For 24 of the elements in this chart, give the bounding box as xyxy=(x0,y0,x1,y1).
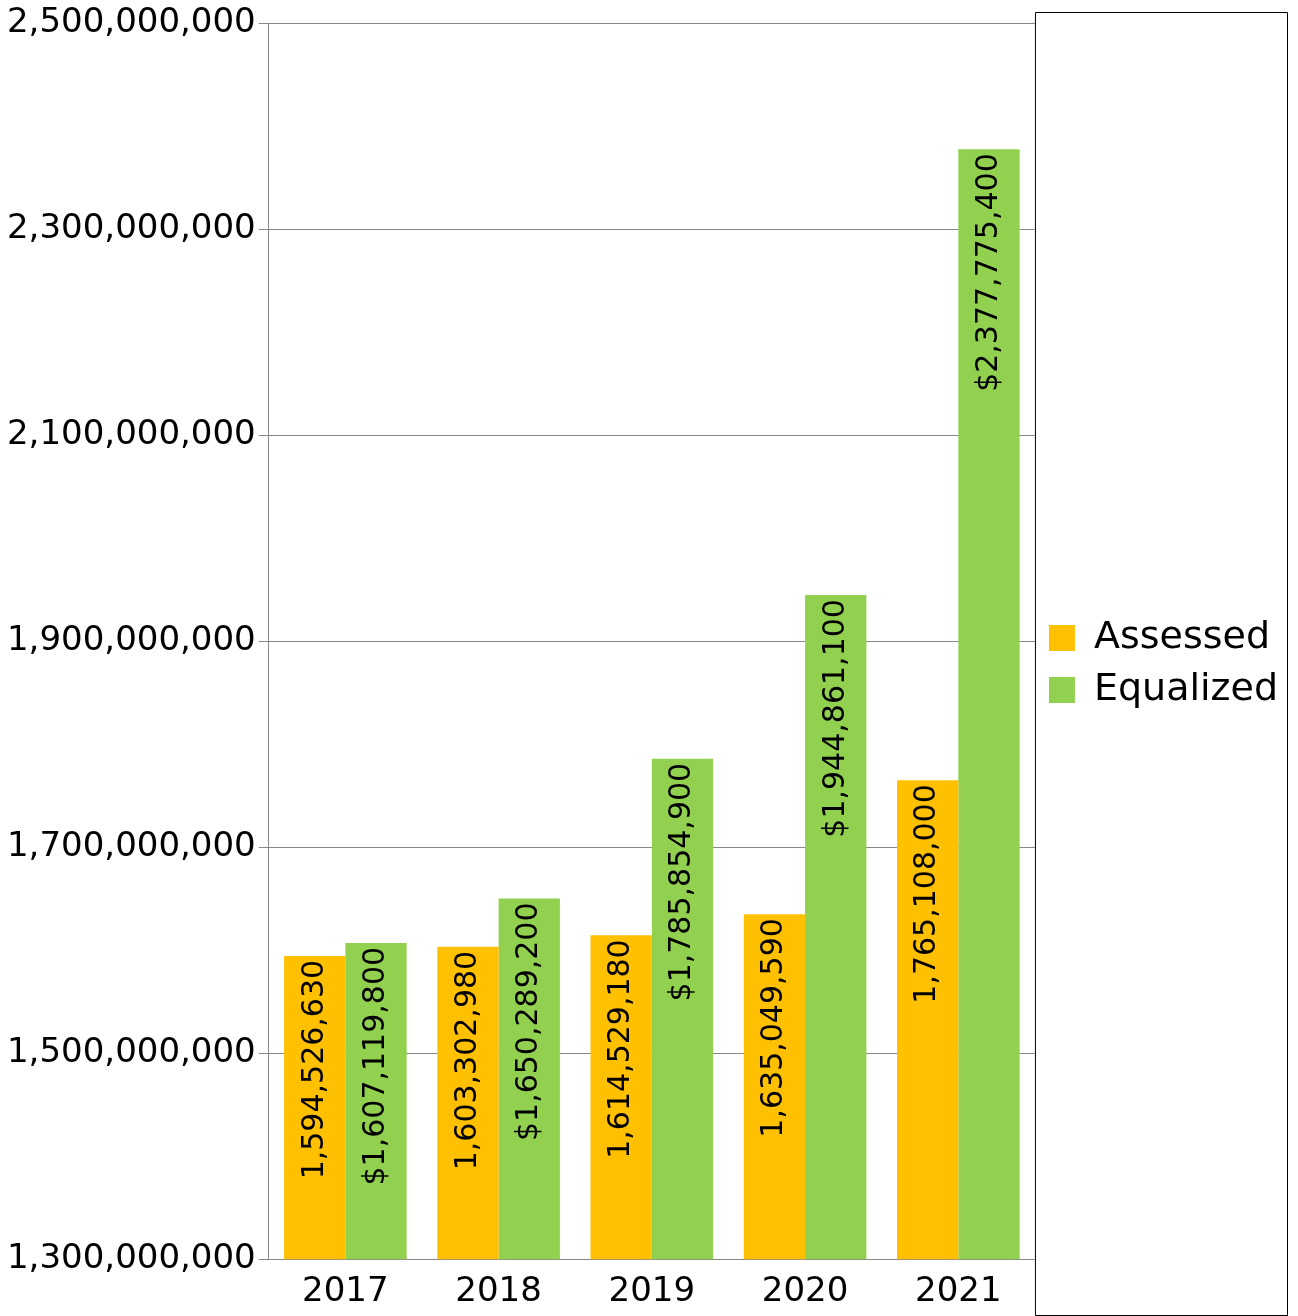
x-tick-label: 2021 xyxy=(915,1269,1002,1310)
y-tick-label: 1,900,000,000 xyxy=(6,618,256,659)
data-label: $1,944,861,100 xyxy=(815,599,851,838)
y-tick-label: 2,300,000,000 xyxy=(6,206,256,247)
data-label: 1,635,049,590 xyxy=(754,918,790,1138)
y-tick-label: 1,700,000,000 xyxy=(6,824,256,865)
data-label: 1,765,108,000 xyxy=(907,784,943,1004)
x-tick-label: 2019 xyxy=(608,1269,696,1310)
legend-label: Equalized xyxy=(1093,664,1278,709)
y-tick-label: 2,500,000,000 xyxy=(6,0,256,41)
data-label: 1,603,302,980 xyxy=(447,950,483,1171)
data-label: $2,377,775,400 xyxy=(968,153,1004,392)
data-label: $1,785,854,900 xyxy=(662,762,698,1002)
data-label: $1,650,289,200 xyxy=(509,902,545,1142)
y-tick-label: 1,500,000,000 xyxy=(6,1030,256,1071)
x-tick-label: 2017 xyxy=(302,1269,389,1310)
x-tick-label: 2018 xyxy=(455,1269,542,1310)
data-label: $1,607,119,800 xyxy=(355,946,391,1186)
data-label: 1,614,529,180 xyxy=(600,939,636,1159)
legend-label: Assessed xyxy=(1093,612,1271,657)
y-tick-label: 2,100,000,000 xyxy=(6,412,256,453)
y-tick-label: 1,300,000,000 xyxy=(6,1236,256,1277)
x-tick-label: 2020 xyxy=(761,1269,849,1310)
data-label: 1,594,526,630 xyxy=(294,959,330,1180)
